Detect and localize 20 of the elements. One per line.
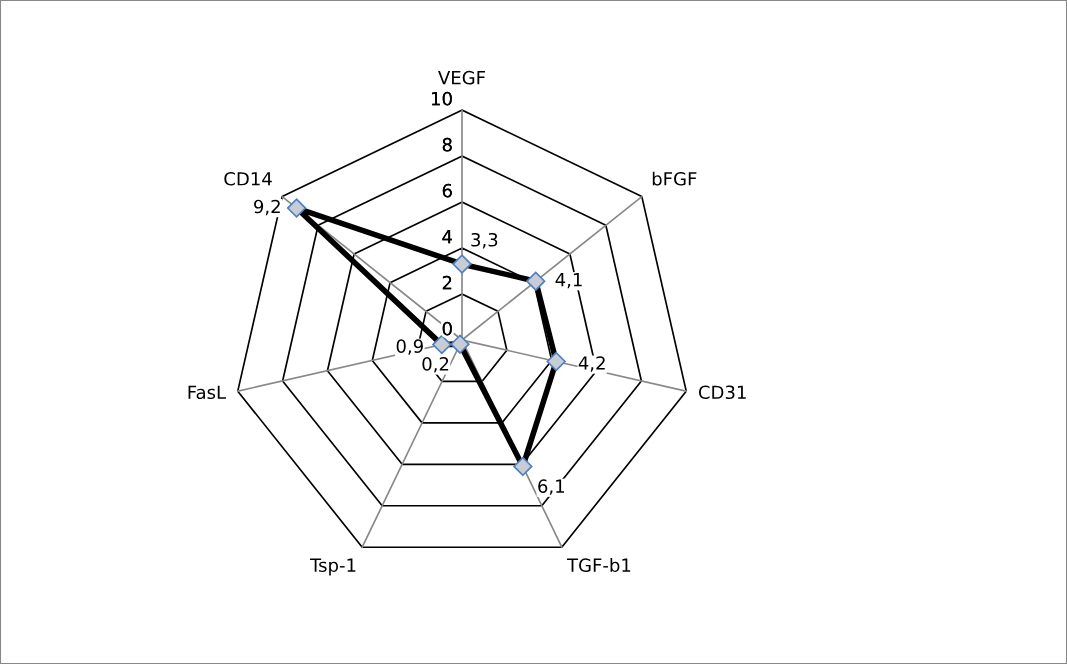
y-tick-label: 8 — [442, 137, 452, 152]
data-label: 3,3 — [471, 232, 498, 249]
spoke-label: TGF-b1 — [566, 558, 631, 573]
data-label: 6,1 — [538, 479, 564, 495]
spoke-label: bFGF — [652, 171, 697, 186]
spoke-label: CD31 — [698, 385, 746, 400]
y-tick-label: 2 — [442, 275, 452, 290]
y-tick-label: 10 — [432, 91, 452, 106]
y-tick-label: 6 — [442, 183, 452, 198]
spoke-label: VEGF — [438, 70, 486, 85]
y-tick-label: 0 — [442, 321, 452, 336]
data-label: 4,2 — [578, 356, 605, 372]
data-label: 0,9 — [396, 339, 423, 355]
data-label: 9,2 — [254, 199, 280, 216]
data-label: 0,2 — [422, 357, 449, 373]
spoke-label: FasL — [188, 385, 226, 400]
spoke-label: Tsp-1 — [310, 558, 356, 576]
y-tick-label: 4 — [442, 230, 452, 244]
spoke-label: CD14 — [224, 171, 272, 186]
data-label: 4,1 — [555, 273, 582, 289]
